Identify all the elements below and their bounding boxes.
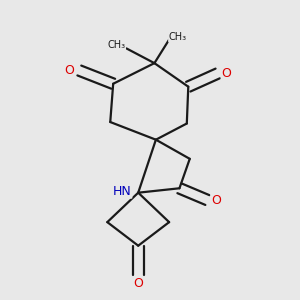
Text: O: O [64, 64, 74, 77]
Text: CH₃: CH₃ [169, 32, 187, 42]
Text: O: O [211, 194, 221, 207]
Text: O: O [222, 67, 232, 80]
Text: CH₃: CH₃ [107, 40, 125, 50]
Text: O: O [133, 278, 143, 290]
Text: HN: HN [113, 185, 131, 198]
